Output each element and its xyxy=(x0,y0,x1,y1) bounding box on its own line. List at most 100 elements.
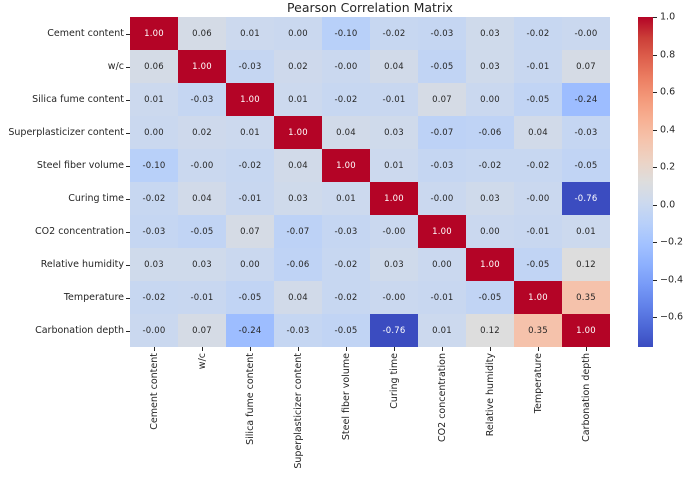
heatmap-cell: 0.07 xyxy=(226,215,274,248)
row-label: Carbonation depth xyxy=(35,325,124,336)
heatmap-cell: 0.01 xyxy=(130,83,178,116)
colorbar-tick-label: 1.0 xyxy=(660,11,676,23)
colorbar-tick-mark xyxy=(653,317,657,318)
x-tick-mark xyxy=(346,347,347,351)
row-label: Curing time xyxy=(68,193,124,204)
heatmap-cell: 0.03 xyxy=(466,182,514,215)
colorbar-tick-mark xyxy=(653,204,657,206)
heatmap-cell: -0.00 xyxy=(418,182,466,215)
column-label: CO2 concentration xyxy=(418,353,466,481)
colorbar-tick-label: −0.6 xyxy=(660,311,684,323)
y-tick-mark xyxy=(126,165,130,167)
heatmap-cell: -0.02 xyxy=(514,17,562,50)
colorbar-tick-label: 0.8 xyxy=(660,49,676,60)
heatmap-cell: 0.00 xyxy=(226,248,274,281)
column-label: Curing time xyxy=(370,353,418,481)
heatmap-cell: -0.02 xyxy=(226,149,274,182)
heatmap-cell: -0.06 xyxy=(274,248,322,281)
x-tick-mark xyxy=(250,347,251,351)
heatmap-cell: 0.06 xyxy=(178,17,226,50)
row-label: w/c xyxy=(107,61,124,72)
colorbar-tick-label: 0.2 xyxy=(660,161,676,173)
heatmap-cell: 0.03 xyxy=(178,248,226,281)
heatmap-cell: -0.01 xyxy=(178,281,226,314)
y-tick-mark xyxy=(126,231,130,233)
heatmap-cell: 1.00 xyxy=(130,17,178,50)
heatmap-cell: -0.00 xyxy=(130,314,178,347)
column-label-text: Steel fiber volume xyxy=(340,353,352,441)
x-tick-mark xyxy=(154,347,155,351)
heatmap-cell: -0.05 xyxy=(178,215,226,248)
heatmap-cell: 0.07 xyxy=(562,50,610,83)
x-tick-mark xyxy=(586,347,587,351)
column-label-text: Cement content xyxy=(148,353,160,430)
column-label-text: Temperature xyxy=(532,353,544,414)
column-label: Steel fiber volume xyxy=(322,353,370,481)
heatmap-cell: -0.05 xyxy=(418,50,466,83)
heatmap-cell: 1.00 xyxy=(178,50,226,83)
colorbar-tick-mark xyxy=(653,17,657,18)
heatmap-cell: 1.00 xyxy=(514,281,562,314)
heatmap-cell: -0.03 xyxy=(130,215,178,248)
heatmap-cell: 1.00 xyxy=(418,215,466,248)
heatmap-grid: 1.00 0.06 0.01 0.00 -0.10 -0.02 -0.03 0.03 -0.02… xyxy=(130,17,610,347)
colorbar-tick-label: −0.2 xyxy=(660,236,684,248)
heatmap-cell: -0.05 xyxy=(562,149,610,182)
column-label-text: Silica fume content xyxy=(244,353,256,445)
column-label-text: Curing time xyxy=(388,353,400,409)
heatmap-cell: 1.00 xyxy=(274,116,322,149)
row-label: CO2 concentration xyxy=(35,226,124,237)
heatmap-cell: -0.00 xyxy=(370,215,418,248)
heatmap-cell: 0.07 xyxy=(178,314,226,347)
y-tick-mark xyxy=(126,33,130,35)
heatmap-cell: 1.00 xyxy=(562,314,610,347)
row-label: Superplasticizer content xyxy=(8,127,124,138)
colorbar-tick-label: 0.6 xyxy=(660,86,676,98)
column-label-text: Relative humidity xyxy=(484,353,496,437)
heatmap-cell: -0.76 xyxy=(562,182,610,215)
colorbar-tick-mark xyxy=(653,242,657,243)
heatmap-cell: 0.01 xyxy=(322,182,370,215)
colorbar xyxy=(638,17,653,347)
row-label: Silica fume content xyxy=(32,94,124,105)
heatmap-cell: 0.04 xyxy=(370,50,418,83)
heatmap-cell: 0.07 xyxy=(418,83,466,116)
column-label-text: Carbonation depth xyxy=(580,353,592,442)
heatmap-cell: -0.10 xyxy=(322,17,370,50)
heatmap-cell: 0.04 xyxy=(322,116,370,149)
column-label: Relative humidity xyxy=(466,353,514,481)
heatmap-cell: -0.01 xyxy=(370,83,418,116)
heatmap-cell: 0.12 xyxy=(562,248,610,281)
x-tick-mark xyxy=(202,347,203,351)
colorbar-tick-label: −0.4 xyxy=(660,274,684,285)
x-tick-mark xyxy=(538,347,539,351)
column-label: Superplasticizer content xyxy=(274,353,322,481)
heatmap-cell: 0.04 xyxy=(274,281,322,314)
column-label: w/c xyxy=(178,353,226,481)
x-tick-mark xyxy=(442,347,443,351)
heatmap-cell: -0.03 xyxy=(418,17,466,50)
colorbar-tick-mark xyxy=(653,92,657,93)
heatmap-cell: 0.03 xyxy=(370,116,418,149)
heatmap-cell: 1.00 xyxy=(226,83,274,116)
heatmap-cell: 0.04 xyxy=(274,149,322,182)
y-tick-mark xyxy=(126,132,130,134)
column-label-text: w/c xyxy=(196,353,208,370)
heatmap-cell: 0.00 xyxy=(274,17,322,50)
heatmap-cell: 0.03 xyxy=(274,182,322,215)
y-tick-mark xyxy=(126,330,130,332)
heatmap-cell: -0.03 xyxy=(322,215,370,248)
heatmap-cell: -0.00 xyxy=(322,50,370,83)
y-tick-mark xyxy=(126,297,130,299)
heatmap-cell: -0.00 xyxy=(514,182,562,215)
heatmap-cell: -0.06 xyxy=(466,116,514,149)
heatmap-cell: -0.02 xyxy=(322,83,370,116)
colorbar-tick-mark xyxy=(653,167,657,168)
heatmap-cell: -0.01 xyxy=(514,215,562,248)
heatmap-cell: 0.01 xyxy=(370,149,418,182)
heatmap-cell: 0.03 xyxy=(370,248,418,281)
x-axis-labels: Cement content w/c Silica fume content Supe… xyxy=(130,353,610,481)
heatmap-cell: 0.00 xyxy=(466,83,514,116)
chart-title: Pearson Correlation Matrix xyxy=(287,0,453,15)
heatmap-cell: 0.00 xyxy=(466,215,514,248)
